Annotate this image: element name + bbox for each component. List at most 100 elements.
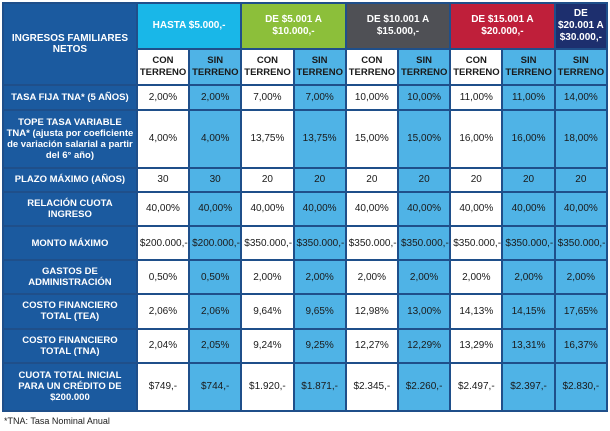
value-cell: 13,00% bbox=[398, 295, 450, 328]
value-cell: 20 bbox=[346, 168, 397, 191]
value-cell: 2,00% bbox=[398, 261, 450, 294]
table-row: GASTOS DE ADMINISTRACIÓN 0,50% 0,50% 2,00% 2… bbox=[4, 261, 606, 294]
value-cell: 13,75% bbox=[294, 110, 345, 167]
row-label: COSTO FINANCIERO TOTAL (TEA) bbox=[4, 295, 136, 328]
value-cell: 17,65% bbox=[555, 295, 606, 328]
table-row: TOPE TASA VARIABLE TNA* (ajusta por coef… bbox=[4, 110, 606, 167]
value-cell: 9,64% bbox=[242, 295, 293, 328]
value-cell: 2,05% bbox=[190, 329, 241, 362]
value-cell: 20 bbox=[503, 168, 554, 191]
value-cell: 2,00% bbox=[242, 261, 293, 294]
value-cell: 2,00% bbox=[503, 261, 554, 294]
value-cell: 18,00% bbox=[555, 110, 606, 167]
value-cell: 14,13% bbox=[451, 295, 502, 328]
value-cell: 14,15% bbox=[503, 295, 554, 328]
subheader-cell: SIN TERRENO bbox=[398, 50, 450, 85]
value-cell: 13,75% bbox=[242, 110, 293, 167]
value-cell: $749,- bbox=[137, 363, 189, 410]
value-cell: 12,98% bbox=[346, 295, 397, 328]
value-cell: $350.000,- bbox=[294, 227, 345, 260]
row-label: RELACIÓN CUOTA INGRESO bbox=[4, 192, 136, 226]
row-label: MONTO MÁXIMO bbox=[4, 227, 136, 260]
value-cell: $2.260,- bbox=[398, 363, 450, 410]
value-cell: 4,00% bbox=[190, 110, 241, 167]
row-label: PLAZO MÁXIMO (AÑOS) bbox=[4, 168, 136, 191]
value-cell: $1.871,- bbox=[294, 363, 345, 410]
value-cell: 2,00% bbox=[294, 261, 345, 294]
value-cell: 40,00% bbox=[451, 192, 502, 226]
value-cell: 9,24% bbox=[242, 329, 293, 362]
value-cell: $350.000,- bbox=[555, 227, 606, 260]
value-cell: $2.497,- bbox=[451, 363, 502, 410]
group-header-5: DE $20.001 A $30.000,- bbox=[555, 4, 606, 49]
value-cell: 7,00% bbox=[242, 86, 293, 109]
subheader-cell: SIN TERRENO bbox=[555, 50, 606, 85]
value-cell: 40,00% bbox=[294, 192, 345, 226]
value-cell: $350.000,- bbox=[503, 227, 554, 260]
value-cell: 20 bbox=[451, 168, 502, 191]
value-cell: 13,31% bbox=[503, 329, 554, 362]
value-cell: $2.397,- bbox=[503, 363, 554, 410]
value-cell: 40,00% bbox=[398, 192, 450, 226]
value-cell: 20 bbox=[294, 168, 345, 191]
subheader-cell: CON TERRENO bbox=[242, 50, 293, 85]
value-cell: $350.000,- bbox=[398, 227, 450, 260]
value-cell: $744,- bbox=[190, 363, 241, 410]
value-cell: $2.345,- bbox=[346, 363, 397, 410]
value-cell: 12,27% bbox=[346, 329, 397, 362]
value-cell: $1.920,- bbox=[242, 363, 293, 410]
value-cell: 30 bbox=[137, 168, 189, 191]
subheader-cell: SIN TERRENO bbox=[294, 50, 345, 85]
value-cell: 2,04% bbox=[137, 329, 189, 362]
value-cell: 40,00% bbox=[503, 192, 554, 226]
value-cell: 20 bbox=[555, 168, 606, 191]
value-cell: $200.000,- bbox=[137, 227, 189, 260]
subheader-cell: CON TERRENO bbox=[137, 50, 189, 85]
value-cell: 11,00% bbox=[451, 86, 502, 109]
value-cell: $350.000,- bbox=[346, 227, 397, 260]
value-cell: 2,06% bbox=[137, 295, 189, 328]
value-cell: 40,00% bbox=[137, 192, 189, 226]
income-header: INGRESOS FAMILIARES NETOS bbox=[4, 4, 136, 85]
value-cell: 11,00% bbox=[503, 86, 554, 109]
value-cell: 2,00% bbox=[346, 261, 397, 294]
value-cell: $200.000,- bbox=[190, 227, 241, 260]
group-header-1: HASTA $5.000,- bbox=[137, 4, 241, 49]
row-label: GASTOS DE ADMINISTRACIÓN bbox=[4, 261, 136, 294]
value-cell: $350.000,- bbox=[451, 227, 502, 260]
value-cell: $2.830,- bbox=[555, 363, 606, 410]
subheader-row: CON TERRENO SIN TERRENO CON TERRENO SIN … bbox=[4, 50, 606, 85]
value-cell: 10,00% bbox=[398, 86, 450, 109]
value-cell: 40,00% bbox=[242, 192, 293, 226]
value-cell: 40,00% bbox=[346, 192, 397, 226]
value-cell: $350.000,- bbox=[242, 227, 293, 260]
value-cell: 0,50% bbox=[190, 261, 241, 294]
value-cell: 10,00% bbox=[346, 86, 397, 109]
row-label: TOPE TASA VARIABLE TNA* (ajusta por coef… bbox=[4, 110, 136, 167]
value-cell: 2,00% bbox=[451, 261, 502, 294]
value-cell: 0,50% bbox=[137, 261, 189, 294]
row-label: CUOTA TOTAL INICIAL PARA UN CRÉDITO DE $… bbox=[4, 363, 136, 410]
value-cell: 15,00% bbox=[346, 110, 397, 167]
loan-table-container: INGRESOS FAMILIARES NETOS HASTA $5.000,-… bbox=[2, 2, 608, 412]
value-cell: 40,00% bbox=[555, 192, 606, 226]
value-cell: 20 bbox=[242, 168, 293, 191]
value-cell: 13,29% bbox=[451, 329, 502, 362]
value-cell: 9,25% bbox=[294, 329, 345, 362]
table-row: COSTO FINANCIERO TOTAL (TEA) 2,06% 2,06% 9,… bbox=[4, 295, 606, 328]
row-label: COSTO FINANCIERO TOTAL (TNA) bbox=[4, 329, 136, 362]
row-label: TASA FIJA TNA* (5 AÑOS) bbox=[4, 86, 136, 109]
value-cell: 16,00% bbox=[451, 110, 502, 167]
value-cell: 14,00% bbox=[555, 86, 606, 109]
table-row: COSTO FINANCIERO TOTAL (TNA) 2,04% 2,05% 9,… bbox=[4, 329, 606, 362]
table-row: MONTO MÁXIMO $200.000,- $200.000,- $350.000… bbox=[4, 227, 606, 260]
value-cell: 30 bbox=[190, 168, 241, 191]
value-cell: 16,00% bbox=[503, 110, 554, 167]
group-header-2: DE $5.001 A $10.000,- bbox=[242, 4, 345, 49]
value-cell: 40,00% bbox=[190, 192, 241, 226]
value-cell: 4,00% bbox=[137, 110, 189, 167]
table-row: TASA FIJA TNA* (5 AÑOS) 2,00% 2,00% 7,00% 7,… bbox=[4, 86, 606, 109]
value-cell: 7,00% bbox=[294, 86, 345, 109]
group-header-4: DE $15.001 A $20.000,- bbox=[451, 4, 554, 49]
value-cell: 16,37% bbox=[555, 329, 606, 362]
